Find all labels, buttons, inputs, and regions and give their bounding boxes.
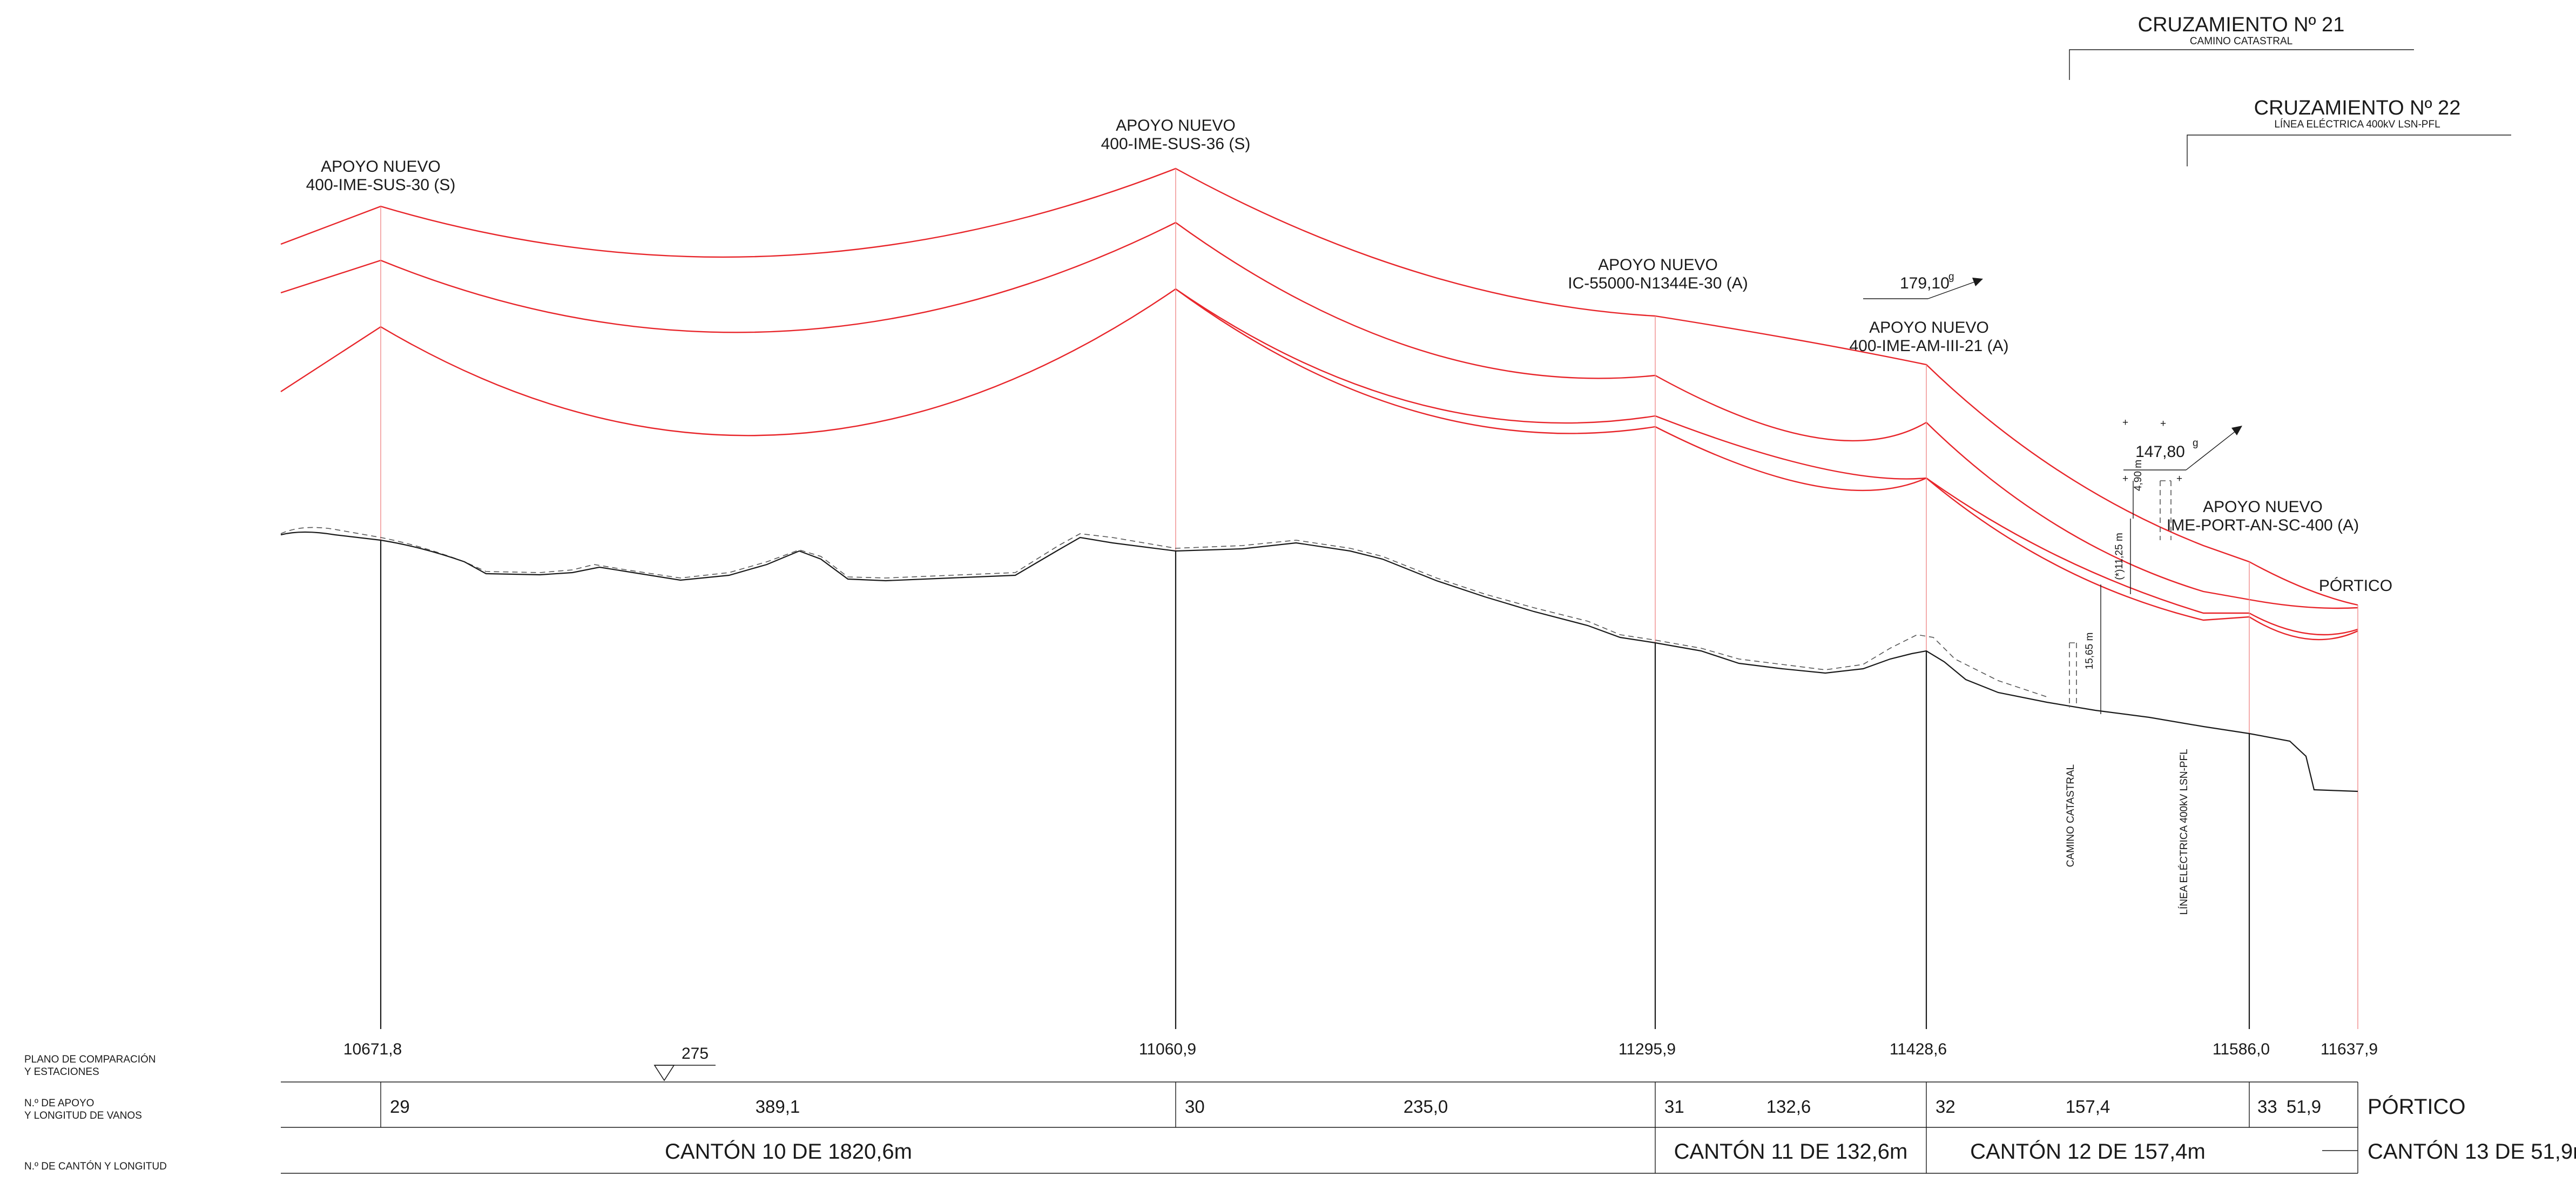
crossing-22-leader	[2187, 135, 2511, 166]
span-length-30: 235,0	[1404, 1097, 1448, 1117]
canton-13: CANTÓN 13 DE 51,9m	[2368, 1139, 2576, 1164]
svg-text:APOYO NUEVO: APOYO NUEVO	[1116, 117, 1236, 135]
svg-text:+: +	[2176, 473, 2182, 485]
support-number-32: 32	[1936, 1097, 1955, 1117]
crossing-21-header: CRUZAMIENTO Nº 21 CAMINO CATASTRAL	[2069, 14, 2414, 80]
svg-text:11586,0: 11586,0	[2213, 1040, 2270, 1058]
support-number-33: 33	[2257, 1097, 2277, 1117]
svg-text:400-IME-SUS-30 (S): 400-IME-SUS-30 (S)	[306, 176, 456, 194]
canton-11: CANTÓN 11 DE 132,6m	[1674, 1139, 1908, 1164]
crossing-22-subtitle: LÍNEA ELÉCTRICA 400kV LSN-PFL	[2274, 119, 2440, 130]
angle-marker-2: 147,80 g	[2123, 426, 2242, 470]
support-label-port: APOYO NUEVO IME-PORT-AN-SC-400 (A)	[2167, 498, 2359, 534]
span-length-33: 51,9	[2287, 1097, 2321, 1117]
svg-text:N.º DE APOYO: N.º DE APOYO	[24, 1098, 94, 1109]
svg-text:IC-55000-N1344E-30 (A): IC-55000-N1344E-30 (A)	[1568, 274, 1748, 292]
support-label-am: APOYO NUEVO 400-IME-AM-III-21 (A)	[1849, 319, 2008, 355]
portico-label: PÓRTICO	[2319, 577, 2392, 595]
crossing-22-header: CRUZAMIENTO Nº 22 LÍNEA ELÉCTRICA 400kV …	[2187, 97, 2511, 166]
svg-text:APOYO NUEVO: APOYO NUEVO	[321, 158, 441, 176]
svg-text:APOYO NUEVO: APOYO NUEVO	[1598, 256, 1718, 274]
svg-text:11637,9: 11637,9	[2321, 1040, 2378, 1058]
svg-text:400-IME-AM-III-21 (A): 400-IME-AM-III-21 (A)	[1849, 337, 2008, 355]
ground-crossing-linea: LÍNEA ELÉCTRICA 400kV LSN-PFL	[2179, 749, 2190, 915]
clearance-dimensions: 4,90 m (*)11,25 m 15,65 m	[2084, 460, 2144, 714]
support-label-ic: APOYO NUEVO IC-55000-N1344E-30 (A)	[1568, 256, 1748, 292]
span-length-29: 389,1	[756, 1097, 800, 1117]
support-label-30: APOYO NUEVO 400-IME-SUS-30 (S)	[306, 158, 456, 194]
crossing-21-leader	[2069, 49, 2414, 80]
canton-12: CANTÓN 12 DE 157,4m	[1970, 1139, 2206, 1164]
canton-10: CANTÓN 10 DE 1820,6m	[665, 1139, 912, 1164]
svg-text:11295,9: 11295,9	[1619, 1040, 1676, 1058]
span-length-32: 157,4	[2066, 1097, 2110, 1117]
svg-text:(*)11,25 m: (*)11,25 m	[2114, 533, 2125, 580]
reference-level-marker: 275	[653, 1045, 716, 1081]
crossing-22-symbols: + + + +	[2122, 417, 2182, 485]
svg-text:Y ESTACIONES: Y ESTACIONES	[24, 1066, 99, 1078]
svg-text:15,65 m: 15,65 m	[2084, 633, 2095, 670]
svg-text:APOYO NUEVO: APOYO NUEVO	[1869, 319, 1989, 337]
terrain-profile	[280, 480, 2358, 792]
angle-marker-1: 179,10 g	[1863, 271, 1983, 299]
station-labels: 10671,8 11060,9 11295,9 11428,6 11586,0 …	[343, 1040, 2378, 1058]
svg-text:11428,6: 11428,6	[1890, 1040, 1947, 1058]
svg-text:APOYO NUEVO: APOYO NUEVO	[2203, 498, 2323, 516]
profile-table: PLANO DE COMPARACIÓN Y ESTACIONES N.º DE…	[24, 1053, 2576, 1174]
support-label-36: APOYO NUEVO 400-IME-SUS-36 (S)	[1101, 117, 1251, 153]
crossing-21-title: CRUZAMIENTO Nº 21	[2138, 14, 2345, 36]
support-number-31: 31	[1664, 1097, 1684, 1117]
svg-text:IME-PORT-AN-SC-400 (A): IME-PORT-AN-SC-400 (A)	[2167, 516, 2359, 534]
support-number-30: 30	[1185, 1097, 1205, 1117]
crossing-21-subtitle: CAMINO CATASTRAL	[2190, 36, 2292, 47]
support-number-portico: PÓRTICO	[2368, 1094, 2466, 1119]
svg-text:+: +	[2122, 473, 2128, 485]
svg-text:Y LONGITUD DE VANOS: Y LONGITUD DE VANOS	[24, 1110, 142, 1121]
ground-crossing-camino: CAMINO CATASTRAL	[2065, 764, 2076, 867]
span-length-31: 132,6	[1766, 1097, 1811, 1117]
support-verticals	[380, 169, 2358, 1029]
svg-text:g: g	[1948, 271, 1954, 283]
svg-text:+: +	[2160, 418, 2166, 429]
svg-text:10671,8: 10671,8	[343, 1040, 402, 1058]
conductor-lines	[280, 167, 2358, 641]
svg-text:PLANO DE COMPARACIÓN: PLANO DE COMPARACIÓN	[24, 1053, 156, 1065]
svg-text:+: +	[2122, 417, 2128, 428]
crossing-22-title: CRUZAMIENTO Nº 22	[2254, 97, 2461, 119]
svg-text:4,90 m: 4,90 m	[2133, 460, 2144, 491]
svg-text:11060,9: 11060,9	[1139, 1040, 1196, 1058]
svg-text:275: 275	[682, 1045, 709, 1063]
svg-text:g: g	[2193, 438, 2199, 449]
support-number-29: 29	[390, 1097, 410, 1117]
svg-text:400-IME-SUS-36 (S): 400-IME-SUS-36 (S)	[1101, 135, 1251, 153]
svg-text:179,10: 179,10	[1900, 274, 1950, 292]
svg-text:N.º DE CANTÓN Y LONGITUD: N.º DE CANTÓN Y LONGITUD	[24, 1160, 167, 1172]
svg-text:147,80: 147,80	[2135, 443, 2185, 461]
